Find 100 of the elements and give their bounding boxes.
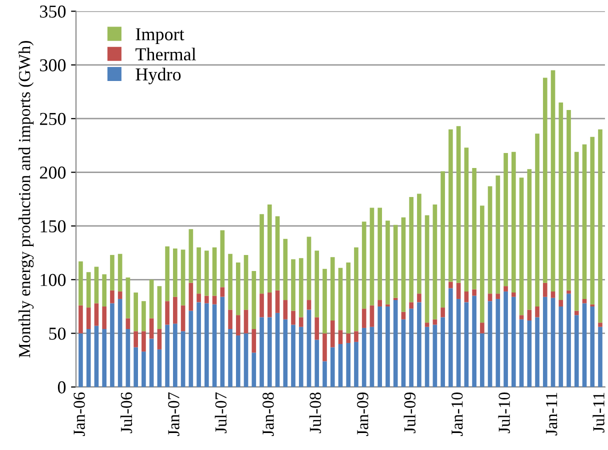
bar bbox=[527, 320, 532, 387]
bar bbox=[291, 259, 296, 311]
x-tick-label: Jul-06 bbox=[120, 392, 132, 434]
bar bbox=[180, 305, 186, 332]
bar bbox=[550, 298, 556, 387]
bar bbox=[275, 290, 280, 313]
bar bbox=[102, 274, 106, 306]
bar bbox=[558, 300, 564, 306]
bar bbox=[448, 282, 453, 288]
bar bbox=[448, 288, 453, 387]
bar bbox=[94, 326, 99, 387]
bar bbox=[102, 306, 106, 330]
bar bbox=[228, 310, 232, 330]
bar bbox=[220, 296, 225, 387]
bar bbox=[110, 290, 114, 304]
bar bbox=[110, 254, 114, 290]
bar bbox=[110, 303, 114, 387]
bar bbox=[424, 322, 430, 327]
bar bbox=[157, 349, 162, 387]
bar bbox=[298, 326, 304, 387]
bar bbox=[582, 144, 587, 299]
bar bbox=[370, 305, 374, 327]
bar bbox=[362, 328, 366, 387]
bar bbox=[134, 331, 138, 348]
bar bbox=[86, 272, 91, 308]
bar bbox=[472, 296, 476, 387]
bar bbox=[220, 287, 225, 297]
bar bbox=[134, 292, 138, 332]
bar bbox=[142, 331, 146, 352]
bar bbox=[212, 247, 217, 296]
x-tick-label: Jul-10 bbox=[498, 392, 510, 434]
bar bbox=[417, 302, 422, 387]
bar bbox=[306, 300, 312, 310]
bar bbox=[338, 330, 343, 344]
bar bbox=[511, 152, 516, 293]
bar bbox=[78, 333, 83, 387]
bar bbox=[472, 168, 476, 290]
bar bbox=[196, 302, 201, 387]
bar bbox=[322, 361, 327, 387]
bar bbox=[464, 148, 469, 292]
bar bbox=[149, 318, 154, 339]
bar bbox=[496, 294, 500, 299]
bar bbox=[409, 196, 414, 302]
bar bbox=[283, 238, 288, 300]
x-tick-label: Jan-09 bbox=[357, 392, 368, 436]
bar bbox=[574, 315, 579, 387]
bar bbox=[527, 310, 532, 320]
bar bbox=[165, 301, 170, 325]
bar bbox=[535, 317, 540, 387]
bar bbox=[519, 178, 524, 316]
bar bbox=[102, 329, 106, 387]
bar bbox=[236, 335, 240, 387]
bar bbox=[173, 296, 178, 324]
bar bbox=[480, 206, 484, 323]
bar bbox=[283, 300, 288, 320]
bar bbox=[504, 291, 508, 387]
bar bbox=[196, 294, 201, 302]
bar bbox=[472, 289, 476, 296]
bar bbox=[440, 308, 445, 318]
bar bbox=[432, 324, 438, 387]
bar bbox=[252, 352, 256, 387]
bar bbox=[165, 324, 170, 387]
bar bbox=[330, 347, 335, 387]
bar bbox=[236, 315, 240, 336]
bar bbox=[118, 298, 122, 387]
y-tick-label: 0 bbox=[58, 381, 66, 394]
bar bbox=[78, 305, 83, 334]
legend-label: Import bbox=[136, 28, 184, 44]
bar bbox=[283, 319, 288, 387]
bar bbox=[94, 266, 99, 304]
bar bbox=[378, 306, 382, 387]
y-tick-label: 100 bbox=[40, 274, 66, 286]
bar bbox=[173, 248, 178, 297]
bar bbox=[244, 254, 248, 310]
bar bbox=[590, 306, 595, 387]
x-tick-label: Jul-09 bbox=[404, 392, 416, 434]
bar bbox=[260, 214, 264, 294]
bar bbox=[362, 222, 366, 309]
bar bbox=[204, 303, 209, 387]
bar bbox=[212, 296, 217, 304]
bar bbox=[86, 329, 91, 387]
bar bbox=[566, 110, 571, 290]
bar bbox=[204, 296, 209, 304]
bar bbox=[157, 329, 162, 350]
bar bbox=[542, 282, 548, 297]
bar bbox=[393, 224, 398, 298]
bar bbox=[149, 338, 154, 387]
bar bbox=[330, 320, 335, 348]
bar bbox=[378, 300, 382, 306]
y-tick-label: 350 bbox=[40, 6, 66, 18]
bar bbox=[417, 194, 422, 294]
bar bbox=[401, 319, 406, 387]
bar bbox=[542, 78, 548, 283]
bar bbox=[527, 169, 532, 310]
bar bbox=[409, 302, 414, 309]
bar bbox=[244, 310, 248, 334]
x-tick-label: Jul-11 bbox=[592, 392, 604, 433]
bar bbox=[173, 324, 178, 387]
x-tick-label: Jan-10 bbox=[451, 392, 463, 436]
bar bbox=[362, 308, 366, 328]
